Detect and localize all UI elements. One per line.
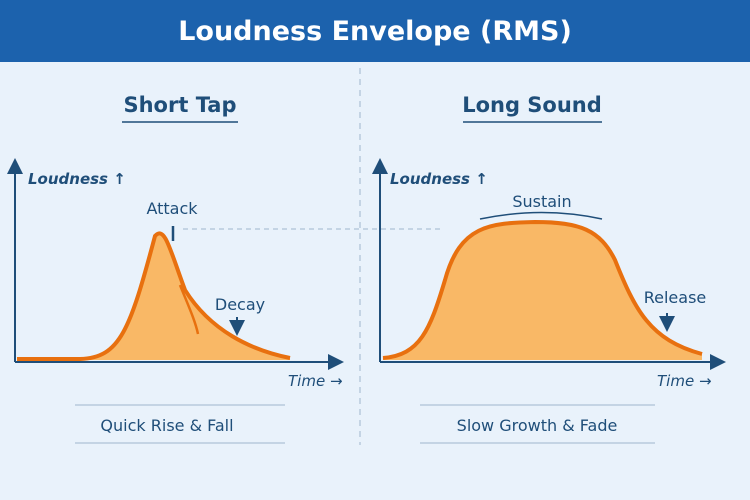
long-sound-curve (382, 219, 703, 360)
release-label: Release (644, 288, 707, 307)
x-axis-label: Time → (657, 372, 712, 390)
sustain-bracket (479, 211, 603, 220)
caption-long-sound: Slow Growth & Fade (457, 416, 618, 435)
sustain-label: Sustain (512, 192, 571, 211)
caption-short-tap: Quick Rise & Fall (100, 416, 233, 435)
panel-title-long-sound: Long Sound (462, 93, 602, 117)
short-tap-curve (17, 231, 291, 361)
y-axis-label: Loudness ↑ (390, 170, 488, 188)
panel-title-short-tap: Short Tap (123, 93, 236, 117)
page-title: Loudness Envelope (RMS) (0, 0, 750, 62)
short-tap-area (17, 233, 290, 360)
decay-label: Decay (215, 295, 265, 314)
x-axis-label: Time → (288, 372, 343, 390)
decay-notch (178, 284, 200, 335)
y-axis-label: Loudness ↑ (28, 170, 126, 188)
long-sound-area (383, 222, 702, 360)
attack-label: Attack (146, 199, 198, 218)
